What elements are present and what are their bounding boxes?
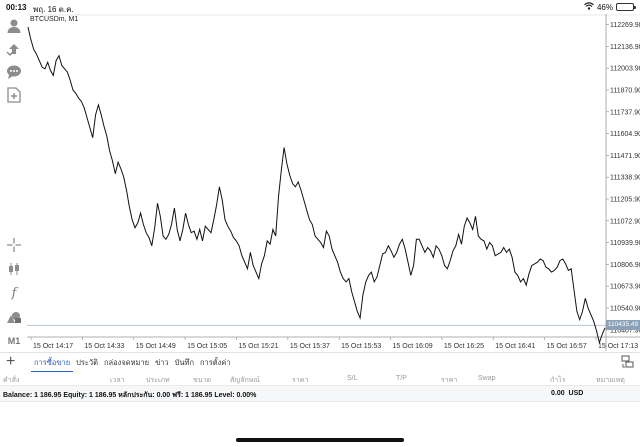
timeframe-label: M1 (7, 336, 21, 346)
crosshair-icon[interactable] (4, 236, 24, 254)
indicator-icon[interactable]: f (4, 284, 24, 302)
col-swap: Swap (478, 375, 496, 382)
current-price-tag: 110435.49 (606, 320, 640, 331)
y-tick-label: 111471.90 (610, 153, 640, 160)
y-tick-label: 112269.90 (610, 22, 640, 29)
tab-trade[interactable]: การซื้อขาย (31, 357, 74, 372)
clock: 00:13 (6, 3, 27, 12)
account-icon[interactable] (4, 17, 24, 35)
tab-news[interactable]: ข่าว (155, 358, 169, 367)
candlestick-icon[interactable] (4, 260, 24, 278)
y-tick-label: 112003.90 (610, 66, 640, 73)
col-price: ราคา (292, 377, 309, 384)
status-indicators: 46% (584, 2, 636, 12)
y-tick-label: 111205.90 (610, 196, 640, 203)
col-order: คำสั่ง (3, 377, 20, 384)
battery-percent: 46% (596, 2, 613, 12)
x-tick-label: 15 Oct 15:21 (238, 343, 278, 350)
chart-canvas[interactable]: 112269.90 112136.90 112003.90 111870.90 1117… (27, 14, 640, 352)
x-tick-label: 15 Oct 15:53 (341, 343, 381, 350)
y-tick-label: 110673.90 (610, 284, 640, 291)
x-tick-label: 15 Oct 17:13 (598, 343, 638, 350)
positions-table-header: คำสั่ง เวลา ประเภท ขนาด สัญลักษณ์ ราคา S… (0, 372, 640, 386)
col-symbol: สัญลักษณ์ (230, 377, 260, 384)
chart-symbol-label: BTCUSDm, M1 (30, 16, 79, 23)
price-line-series (27, 26, 606, 345)
profit-value: 0.00 (551, 390, 565, 397)
toolbox-tabs: การซื้อขาย ประวัติ กล่องจดหมาย ข่าว บันท… (31, 357, 234, 372)
timeframe-button[interactable]: M1 (4, 332, 24, 350)
left-toolbar: f M1 (0, 14, 27, 351)
price-chart[interactable]: 112269.90 112136.90 112003.90 111870.90 1117… (27, 14, 640, 352)
tab-journal[interactable]: บันทึก (174, 358, 195, 367)
y-tick-label: 111870.90 (610, 87, 640, 94)
trade-icon[interactable] (4, 40, 24, 58)
x-tick-label: 15 Oct 14:33 (84, 343, 124, 350)
status-date: พฤ. 16 ต.ค. (33, 5, 74, 14)
x-tick-label: 15 Oct 15:05 (187, 343, 227, 350)
col-tp: T/P (396, 375, 407, 382)
y-tick-label: 110806.90 (610, 262, 640, 269)
col-sl: S/L (347, 375, 358, 382)
col-type: ประเภท (146, 377, 170, 384)
tab-history[interactable]: ประวัติ (76, 358, 99, 367)
y-tick-label: 111072.90 (610, 218, 640, 225)
y-tick-label: 110407.90 (610, 327, 640, 334)
x-tick-label: 15 Oct 16:57 (547, 343, 587, 350)
col-volume: ขนาด (193, 377, 212, 384)
objects-icon[interactable] (4, 308, 24, 326)
toolbox-tabs-bar: + การซื้อขาย ประวัติ กล่องจดหมาย ข่าว บั… (0, 352, 640, 372)
x-tick-label: 15 Oct 16:25 (444, 343, 484, 350)
col-comment: หมายเหตุ (596, 377, 625, 384)
y-tick-label: 110939.90 (610, 240, 640, 247)
x-tick-label: 15 Oct 16:41 (495, 343, 535, 350)
col-time: เวลา (110, 377, 125, 384)
indicator-label: f (11, 285, 17, 301)
wifi-icon (584, 2, 594, 12)
home-indicator[interactable] (236, 438, 404, 442)
x-tick-label: 15 Oct 15:37 (290, 343, 330, 350)
y-tick-label: 111604.90 (610, 131, 640, 138)
y-tick-label: 111338.90 (610, 175, 640, 182)
y-tick-label: 112136.90 (610, 44, 640, 51)
add-icon[interactable]: + (6, 353, 16, 370)
balance-profit: 0.00 USD (551, 390, 583, 397)
col-profit: กำไร (550, 377, 566, 384)
status-bar: 00:13 พฤ. 16 ต.ค. 46% (0, 0, 640, 14)
tab-mailbox[interactable]: กล่องจดหมาย (104, 358, 150, 367)
balance-summary: Balance: 1 186.95 Equity: 1 186.95 หลักป… (3, 392, 257, 399)
tab-settings[interactable]: การตั้งค่า (200, 358, 231, 367)
y-tick-label: 111737.90 (610, 109, 640, 116)
battery-icon (616, 3, 636, 11)
x-tick-label: 15 Oct 16:09 (393, 343, 433, 350)
x-tick-label: 15 Oct 14:17 (33, 343, 73, 350)
x-tick-label: 15 Oct 14:49 (136, 343, 176, 350)
y-tick-label: 110540.90 (610, 305, 640, 312)
col-current-price: ราคา (441, 377, 458, 384)
profit-currency: USD (568, 390, 584, 397)
balance-row: Balance: 1 186.95 Equity: 1 186.95 หลักป… (0, 386, 640, 402)
layout-toggle-icon[interactable] (621, 355, 634, 368)
new-order-icon[interactable] (4, 86, 24, 104)
chat-icon[interactable] (4, 63, 24, 81)
